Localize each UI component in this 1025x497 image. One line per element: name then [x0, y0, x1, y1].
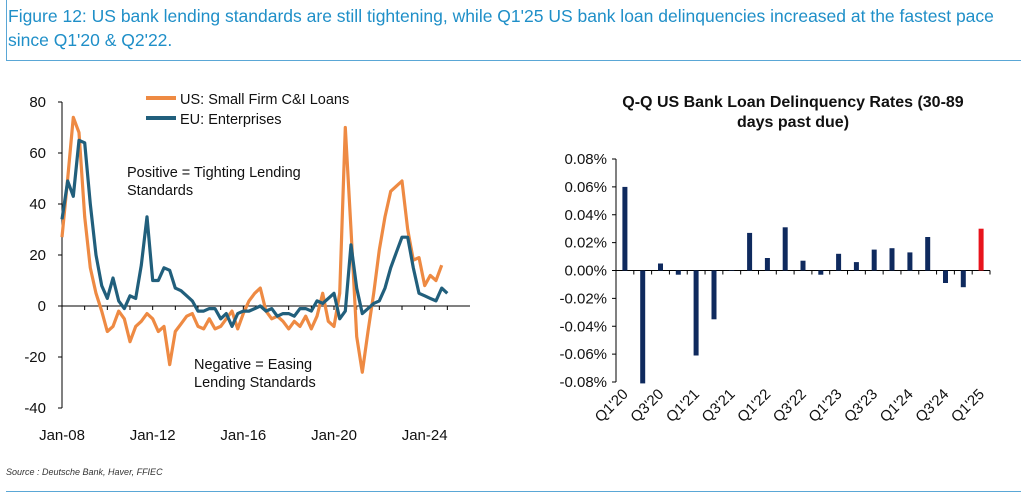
bar-Q122 — [764, 258, 770, 271]
left-y-tick-label: -20 — [24, 349, 46, 366]
right-x-tick-label: Q3'22 — [770, 386, 810, 426]
left-x-tick-label: Jan-12 — [130, 427, 176, 444]
right-x-tick-label: Q1'24 — [877, 386, 917, 426]
bar-Q123 — [836, 253, 842, 271]
bar-Q125 — [978, 228, 984, 271]
bottom-divider — [6, 491, 1021, 492]
legend-eu-label: EU: Enterprises — [180, 112, 282, 128]
title-left-rule — [6, 0, 7, 61]
bar-Q321 — [729, 270, 735, 271]
right-chart-title-line2: days past due) — [737, 114, 849, 131]
annotation-positive-line2: Standards — [127, 183, 193, 199]
right-y-tick-label: 0.00% — [564, 263, 607, 280]
left-y-tick-label: 40 — [29, 196, 46, 213]
annotation-negative: Negative = Easing Lending Standards — [194, 357, 316, 391]
right-bars — [622, 186, 984, 384]
right-y-tick-label: 0.04% — [564, 207, 607, 224]
left-y-tick-label: -40 — [24, 400, 46, 417]
eu-series-line — [60, 138, 449, 328]
us-series-line — [60, 115, 444, 374]
left-y-tick-label: 60 — [29, 145, 46, 162]
right-x-tick-label: Q1'21 — [663, 386, 703, 426]
right-y-tick-label: -0.06% — [559, 346, 607, 363]
title-divider — [6, 60, 1021, 61]
bar-Q420 — [675, 270, 681, 275]
annotation-positive: Positive = Tighting Lending Standards — [127, 165, 301, 199]
right-x-tick-label: Q1'20 — [592, 386, 632, 426]
bar-Q423 — [889, 248, 895, 271]
right-y-tick-label: 0.02% — [564, 235, 607, 252]
lending-standards-chart: 80 60 40 20 0 -20 -40 Jan-08 Jan-12 Jan-16 Jan-20 J… — [24, 92, 470, 444]
bar-Q121 — [693, 270, 699, 356]
right-x-tick-label: Q1'25 — [948, 386, 988, 426]
right-y-tick-label: 0.08% — [564, 151, 607, 168]
bar-Q221 — [711, 270, 717, 320]
bar-Q323 — [871, 249, 877, 271]
left-x-tick-label: Jan-24 — [402, 427, 448, 444]
right-x-tick-label: Q3'20 — [627, 386, 667, 426]
bar-Q224 — [925, 237, 931, 271]
left-y-tick-label: 20 — [29, 247, 46, 264]
delinquency-chart: Q-Q US Bank Loan Delinquency Rates (30-8… — [559, 94, 991, 426]
annotation-positive-line1: Positive = Tighting Lending — [127, 165, 301, 181]
right-x-tick-label: Q1'22 — [734, 386, 774, 426]
annotation-negative-line1: Negative = Easing — [194, 357, 312, 373]
source-note: Source : Deutsche Bank, Haver, FFIEC — [6, 467, 163, 477]
bar-Q322 — [800, 260, 806, 271]
right-y-tick-label: -0.02% — [559, 290, 607, 307]
bar-Q223 — [853, 262, 859, 271]
left-y-tick-label: 80 — [29, 94, 46, 111]
left-x-tick-label: Jan-20 — [311, 427, 357, 444]
right-x-tick-label: Q3'23 — [841, 386, 881, 426]
left-axes: 80 60 40 20 0 -20 -40 Jan-08 Jan-12 Jan-16 Jan-20 J… — [24, 94, 470, 444]
left-series-group — [60, 115, 449, 374]
bar-Q124 — [907, 252, 913, 271]
annotation-negative-line2: Lending Standards — [194, 375, 316, 391]
right-y-tick-label: -0.08% — [559, 374, 607, 391]
bar-Q422 — [818, 270, 824, 275]
bar-Q421 — [747, 232, 753, 271]
left-x-tick-label: Jan-08 — [39, 427, 85, 444]
right-y-tick-label: -0.04% — [559, 318, 607, 335]
bar-Q320 — [658, 263, 663, 271]
bar-Q220 — [640, 270, 646, 384]
right-x-tick-label: Q3'21 — [699, 386, 739, 426]
bar-Q324 — [943, 270, 948, 283]
right-x-tick-label: Q1'23 — [805, 386, 845, 426]
left-legend: US: Small Firm C&I Loans EU: Enterprises — [146, 92, 349, 128]
right-y-tick-label: 0.06% — [564, 179, 607, 196]
bar-Q120 — [622, 186, 628, 271]
bar-Q424 — [960, 270, 966, 288]
legend-us-label: US: Small Firm C&I Loans — [180, 92, 349, 108]
left-x-tick-label: Jan-16 — [220, 427, 266, 444]
right-x-tick-label: Q3'24 — [912, 386, 952, 426]
figure-title: Figure 12: US bank lending standards are… — [8, 6, 994, 50]
right-chart-title-line1: Q-Q US Bank Loan Delinquency Rates (30-8… — [622, 94, 964, 111]
bar-Q222 — [782, 227, 788, 271]
left-y-tick-label: 0 — [38, 298, 46, 315]
